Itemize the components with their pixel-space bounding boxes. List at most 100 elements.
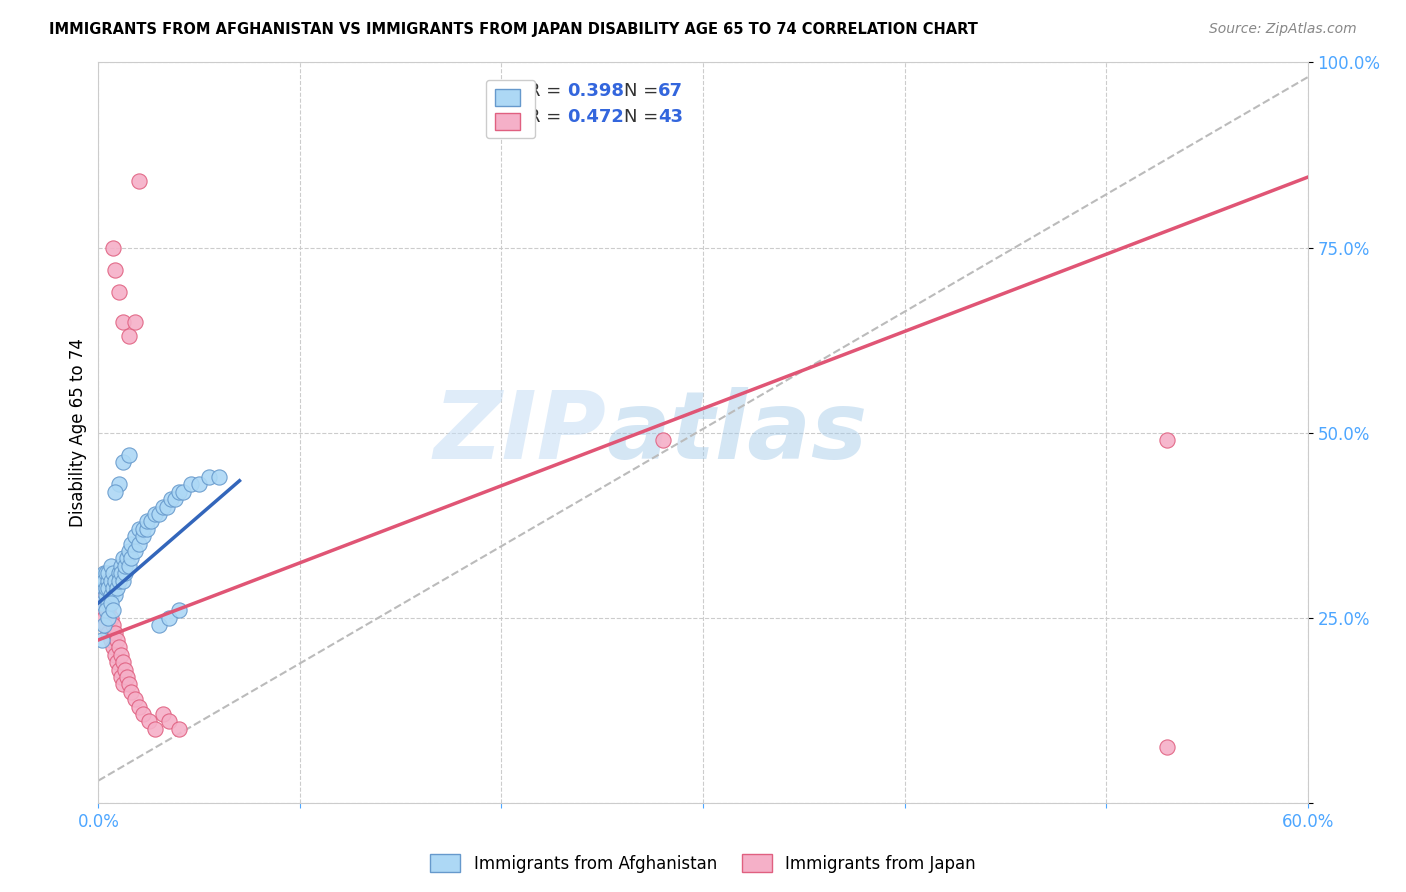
Point (198, 470, 221, 484)
Point (128, 699, 150, 714)
Point (100, 632, 122, 647)
Point (111, 551, 134, 566)
Point (105, 632, 128, 647)
Point (97, 603, 120, 617)
Point (97, 610, 120, 624)
Point (120, 536, 142, 550)
Point (101, 240, 124, 255)
Point (91, 632, 114, 647)
Point (111, 455, 134, 469)
Point (96, 603, 118, 617)
Point (128, 522, 150, 536)
Point (132, 529, 155, 543)
Point (103, 574, 125, 588)
Point (128, 536, 150, 550)
Point (124, 314, 146, 328)
Point (148, 507, 170, 521)
Y-axis label: Disability Age 65 to 74: Disability Age 65 to 74 (69, 338, 87, 527)
Text: 0.398: 0.398 (568, 82, 624, 100)
Point (100, 574, 122, 588)
Point (107, 477, 129, 491)
Point (188, 477, 211, 491)
Point (1156, 740, 1178, 755)
Point (110, 558, 132, 573)
Point (91, 596, 114, 610)
Point (135, 515, 157, 529)
Point (118, 448, 141, 462)
Point (107, 574, 129, 588)
Text: 43: 43 (658, 108, 683, 126)
Point (180, 477, 202, 491)
Point (105, 655, 128, 669)
Point (93, 610, 115, 624)
Point (152, 706, 174, 721)
Point (114, 663, 136, 677)
Point (97, 625, 120, 640)
Point (152, 500, 174, 514)
Point (103, 625, 125, 640)
Point (100, 558, 122, 573)
Text: N =: N = (624, 108, 665, 126)
Point (101, 566, 124, 581)
Text: N =: N = (624, 82, 665, 100)
Point (139, 515, 162, 529)
Point (118, 544, 141, 558)
Point (115, 670, 138, 684)
Point (111, 677, 134, 691)
Point (167, 484, 190, 499)
Point (101, 581, 124, 595)
Point (100, 610, 122, 624)
Point (107, 640, 129, 655)
Legend: , : , (486, 80, 534, 138)
Point (93, 566, 115, 581)
Point (97, 566, 120, 581)
Point (120, 685, 142, 699)
Text: Source: ZipAtlas.com: Source: ZipAtlas.com (1209, 22, 1357, 37)
Text: ZIP: ZIP (433, 386, 606, 479)
Point (100, 596, 122, 610)
Point (143, 507, 166, 521)
Point (156, 500, 179, 514)
Text: IMMIGRANTS FROM AFGHANISTAN VS IMMIGRANTS FROM JAPAN DISABILITY AGE 65 TO 74 COR: IMMIGRANTS FROM AFGHANISTAN VS IMMIGRANT… (49, 22, 979, 37)
Point (111, 655, 134, 669)
Point (120, 551, 142, 566)
Point (103, 589, 125, 603)
Point (163, 492, 186, 507)
Point (107, 285, 129, 299)
Point (101, 618, 124, 632)
Point (105, 581, 128, 595)
Point (97, 581, 120, 595)
Text: R =: R = (527, 82, 567, 100)
Point (96, 596, 118, 610)
Point (91, 589, 114, 603)
Point (101, 603, 124, 617)
Point (118, 677, 141, 691)
Point (101, 640, 124, 655)
Point (135, 522, 157, 536)
Point (651, 433, 673, 447)
Point (97, 596, 120, 610)
Point (1156, 433, 1178, 447)
Point (100, 589, 122, 603)
Point (93, 581, 115, 595)
Point (138, 714, 160, 729)
Point (167, 603, 190, 617)
Point (103, 484, 125, 499)
Point (132, 706, 155, 721)
Point (208, 470, 231, 484)
Point (103, 648, 125, 662)
Point (107, 566, 129, 581)
Point (128, 174, 150, 188)
Point (148, 618, 170, 632)
Point (118, 558, 141, 573)
Point (107, 663, 129, 677)
Text: atlas: atlas (606, 386, 868, 479)
Point (124, 692, 146, 706)
Point (114, 566, 136, 581)
Point (93, 574, 115, 588)
Point (143, 722, 166, 736)
Point (172, 484, 194, 499)
Point (157, 610, 180, 624)
Point (96, 581, 118, 595)
Point (96, 589, 118, 603)
